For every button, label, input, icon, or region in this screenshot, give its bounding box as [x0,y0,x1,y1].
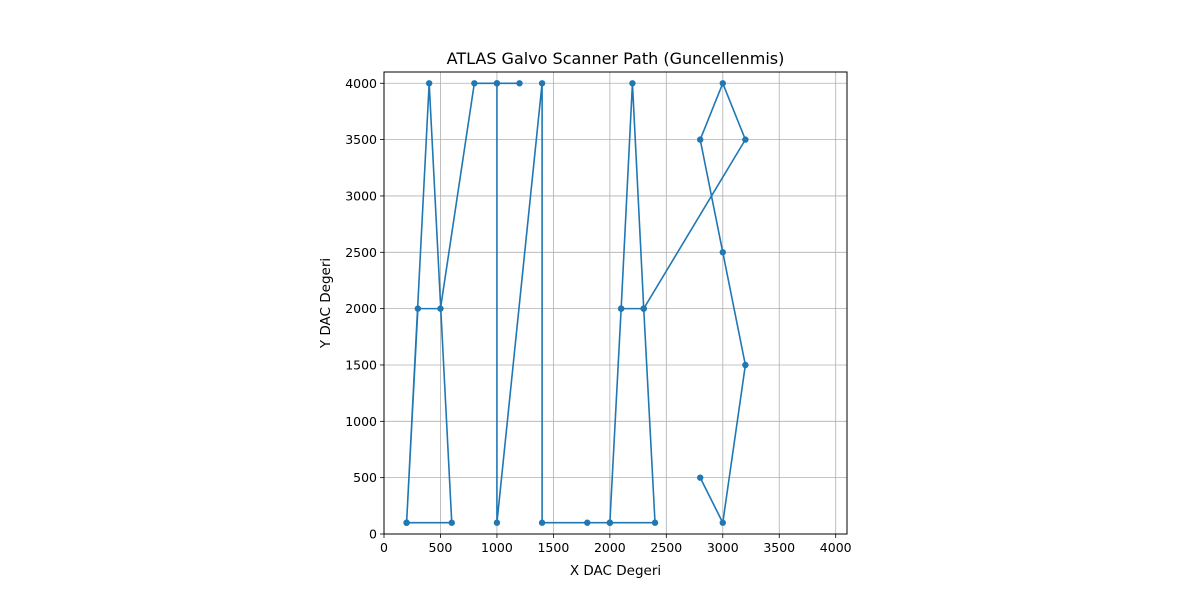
y-tick-label: 1000 [345,414,377,429]
grid [383,72,847,535]
y-axis-ticks: 0 500 1000 1500 2000 2500 3000 3500 4000 [345,76,384,542]
y-tick-label: 3000 [345,188,377,203]
x-axis-ticks: 0 500 1000 1500 2000 2500 3000 3500 4000 [380,534,852,555]
chart-title: ATLAS Galvo Scanner Path (Guncellenmis) [447,49,785,68]
x-tick-label: 500 [429,540,453,555]
y-tick-label: 4000 [345,76,377,91]
plot-frame [383,71,848,535]
data-point [403,519,410,526]
data-point [448,519,455,526]
data-point [651,519,659,526]
y-tick-label: 500 [353,470,377,485]
data-point [493,80,501,87]
data-point [719,80,726,87]
data-point [606,519,614,526]
x-tick-label: 2500 [650,540,682,555]
y-axis-label: Y DAC Degeri [318,258,334,349]
y-tick-label: 3500 [345,132,377,147]
data-point [617,305,625,312]
data-point [696,136,704,143]
data-point [742,361,749,369]
data-point [719,519,726,526]
y-tick-label: 0 [369,527,377,542]
data-point [414,305,422,312]
x-tick-label: 3500 [763,540,795,555]
series-layer [403,80,749,526]
x-tick-label: 1500 [537,540,569,555]
y-tick-label: 2000 [345,301,377,316]
x-tick-label: 1000 [481,540,513,555]
x-tick-label: 0 [380,540,388,555]
data-point [640,305,647,312]
data-point [719,249,726,256]
data-point [493,519,501,526]
data-point [629,80,636,87]
data-point [471,80,478,87]
data-point [538,519,546,526]
data-point [538,80,546,87]
x-axis-label: X DAC Degeri [570,563,661,579]
y-tick-label: 1500 [345,357,377,372]
data-point [516,80,523,87]
data-point [437,305,444,312]
x-tick-label: 3000 [707,540,739,555]
data-point [425,80,433,87]
x-tick-label: 4000 [820,540,852,555]
y-tick-label: 2500 [345,245,377,260]
data-point [742,136,749,143]
data-point [696,474,704,481]
series-line [405,82,747,524]
x-tick-label: 2000 [594,540,626,555]
data-point [584,519,591,526]
